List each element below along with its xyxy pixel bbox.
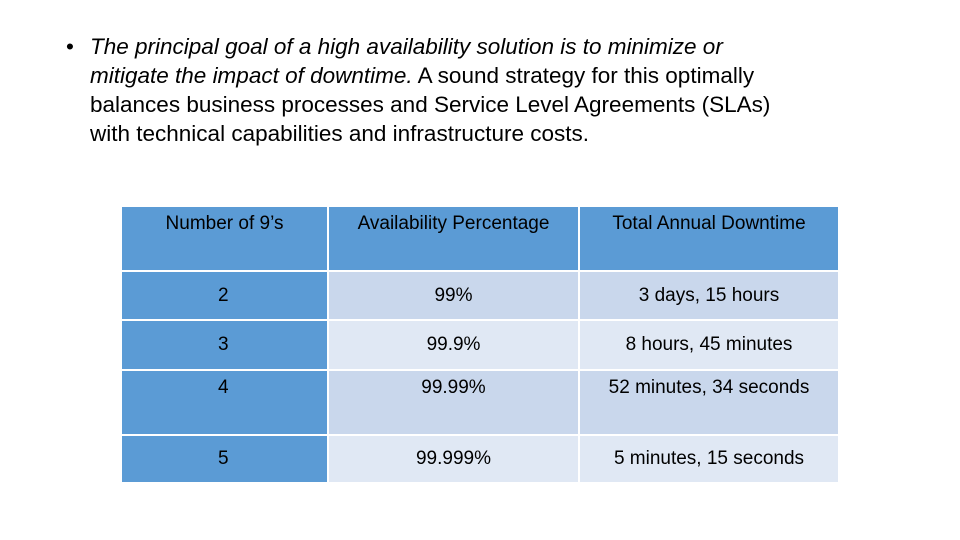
cell-downtime: 52 minutes, 34 seconds xyxy=(579,370,838,436)
cell-percentage: 99% xyxy=(328,271,580,321)
cell-percentage: 99.99% xyxy=(328,370,580,436)
cell-downtime: 8 hours, 45 minutes xyxy=(579,320,838,371)
bullet-paragraph: • The principal goal of a high availabil… xyxy=(66,32,926,148)
header-number-of-nines: Number of 9’s xyxy=(122,207,329,272)
cell-downtime: 3 days, 15 hours xyxy=(579,271,838,321)
bullet-line-1: • The principal goal of a high availabil… xyxy=(66,32,926,61)
bullet-line-3-regular: balances business processes and Service … xyxy=(90,92,771,117)
cell-downtime: 5 minutes, 15 seconds xyxy=(579,435,838,484)
bullet-line-2-regular: A sound strategy for this optimally xyxy=(412,63,755,88)
cell-nines: 3 xyxy=(122,320,329,371)
bullet-line-1-italic: The principal goal of a high availabilit… xyxy=(90,34,723,59)
bullet-line-3: balances business processes and Service … xyxy=(66,90,926,119)
bullet-line-4: with technical capabilities and infrastr… xyxy=(66,119,926,148)
availability-table: Number of 9’s Availability Percentage To… xyxy=(122,207,838,484)
cell-nines: 5 xyxy=(122,435,329,484)
table-row: 4 99.99% 52 minutes, 34 seconds xyxy=(122,370,838,436)
table-row: 3 99.9% 8 hours, 45 minutes xyxy=(122,320,838,371)
header-total-annual-downtime: Total Annual Downtime xyxy=(579,207,838,272)
cell-percentage: 99.9% xyxy=(328,320,580,371)
cell-nines: 2 xyxy=(122,271,329,321)
table-header-row: Number of 9’s Availability Percentage To… xyxy=(122,207,838,272)
table-row: 5 99.999% 5 minutes, 15 seconds xyxy=(122,435,838,484)
bullet-line-2-italic: mitigate the impact of downtime. xyxy=(90,63,413,88)
cell-nines: 4 xyxy=(122,370,329,436)
table-row: 2 99% 3 days, 15 hours xyxy=(122,271,838,321)
bullet-line-4-regular: with technical capabilities and infrastr… xyxy=(90,121,589,146)
availability-table-container: Number of 9’s Availability Percentage To… xyxy=(122,207,838,484)
cell-percentage: 99.999% xyxy=(328,435,580,484)
bullet-point-icon: • xyxy=(66,34,74,59)
bullet-line-2: mitigate the impact of downtime. A sound… xyxy=(66,61,926,90)
header-availability-percentage: Availability Percentage xyxy=(328,207,580,272)
